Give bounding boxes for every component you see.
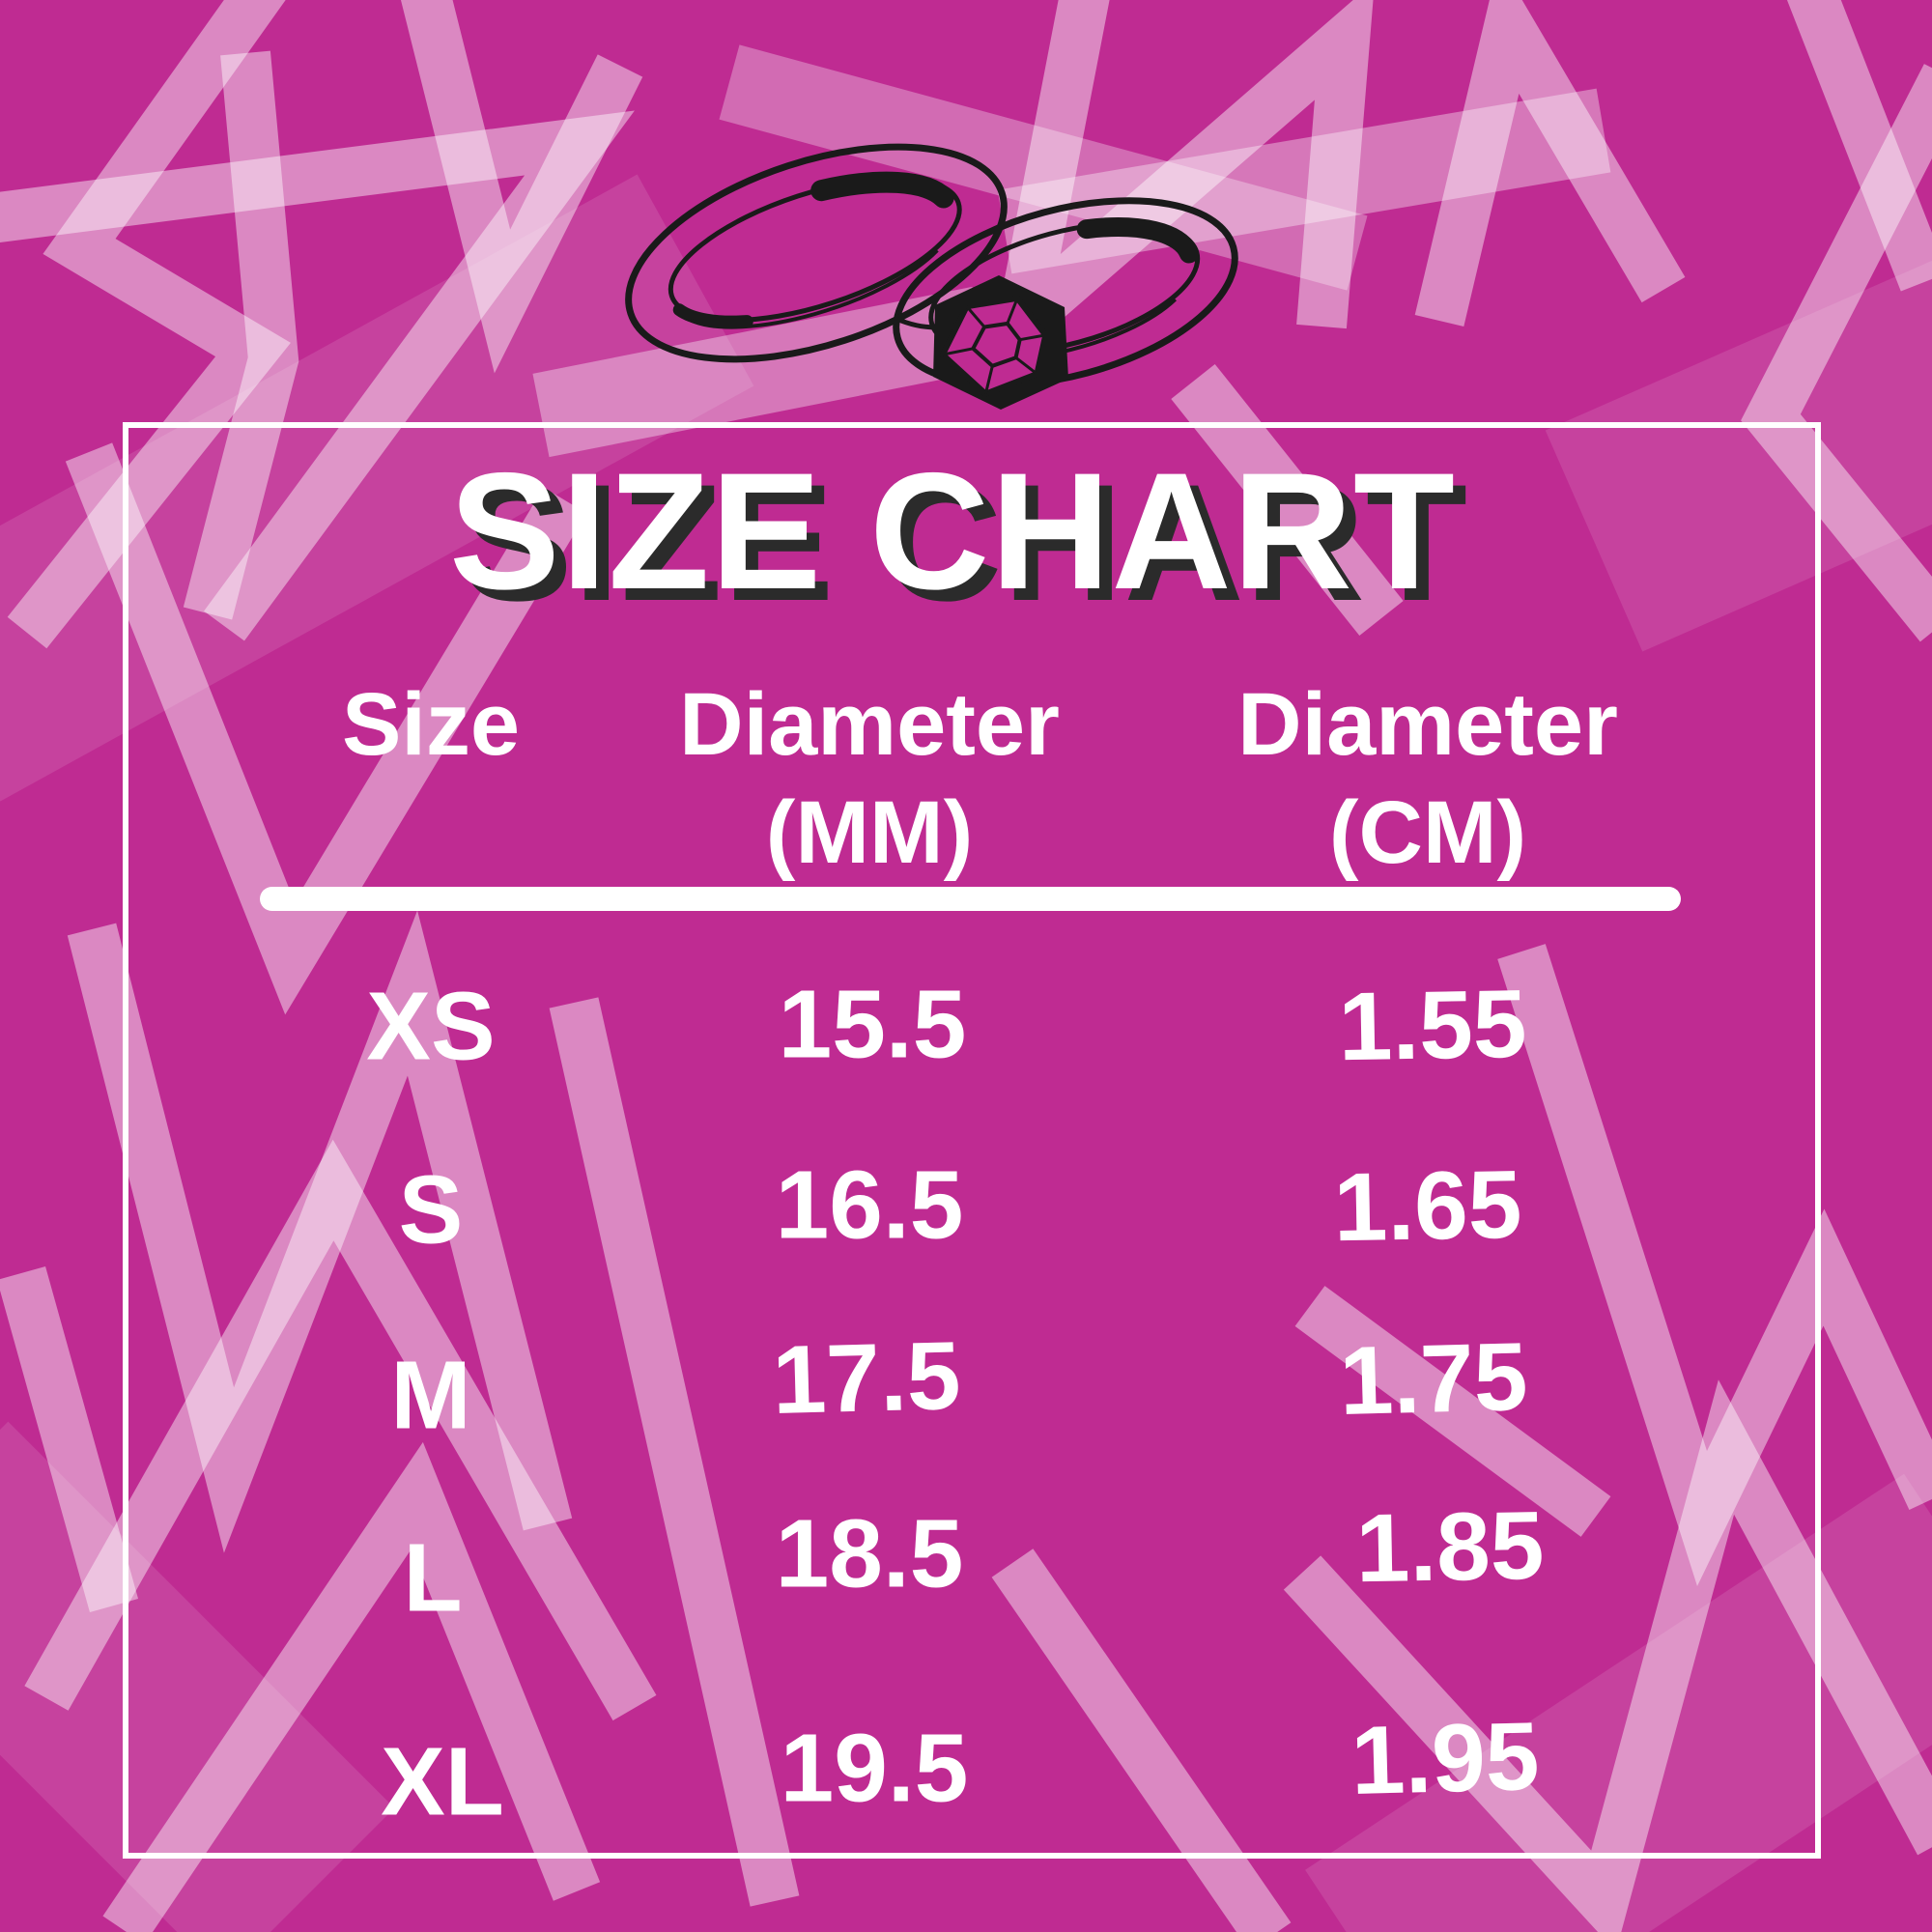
cell-cm-xs: 1.55 (1337, 969, 1528, 1082)
column-header-diameter-mm-line1: Diameter (679, 675, 1060, 774)
cell-cm-s: 1.65 (1332, 1150, 1523, 1263)
table-frame (123, 422, 1821, 1859)
cell-mm-m: 17.5 (771, 1321, 962, 1435)
plain-ring (625, 143, 1008, 363)
cell-size-xs: XS (366, 972, 496, 1081)
background-washes (0, 174, 1932, 1932)
page-title: SIZE CHART (449, 439, 1456, 624)
cell-size-xl: XL (381, 1727, 504, 1836)
column-header-diameter-mm: Diameter (MM) (679, 670, 1060, 887)
column-header-diameter-mm-line2: (MM) (765, 783, 974, 882)
wedding-rings-icon (625, 143, 1238, 410)
cell-mm-l: 18.5 (775, 1499, 964, 1608)
cell-size-s: S (398, 1155, 464, 1264)
cell-cm-m: 1.75 (1338, 1321, 1529, 1436)
accent-stroke (895, 316, 959, 330)
header-divider (260, 887, 1681, 911)
cell-mm-xl: 19.5 (780, 1714, 969, 1823)
cell-mm-s: 16.5 (775, 1151, 964, 1260)
column-header-diameter-cm-line2: (CM) (1328, 783, 1527, 882)
gem-icon (939, 295, 1049, 398)
cell-mm-xs: 15.5 (778, 970, 967, 1079)
cell-size-m: M (390, 1341, 471, 1450)
column-header-size: Size (342, 670, 520, 779)
column-header-diameter-cm-line1: Diameter (1237, 675, 1618, 774)
column-header-diameter-cm: Diameter (CM) (1237, 670, 1618, 887)
cell-size-l: L (403, 1523, 463, 1633)
cell-cm-xl: 1.95 (1350, 1701, 1541, 1816)
column-header-size-line1: Size (341, 675, 521, 774)
cell-cm-l: 1.85 (1354, 1491, 1546, 1604)
